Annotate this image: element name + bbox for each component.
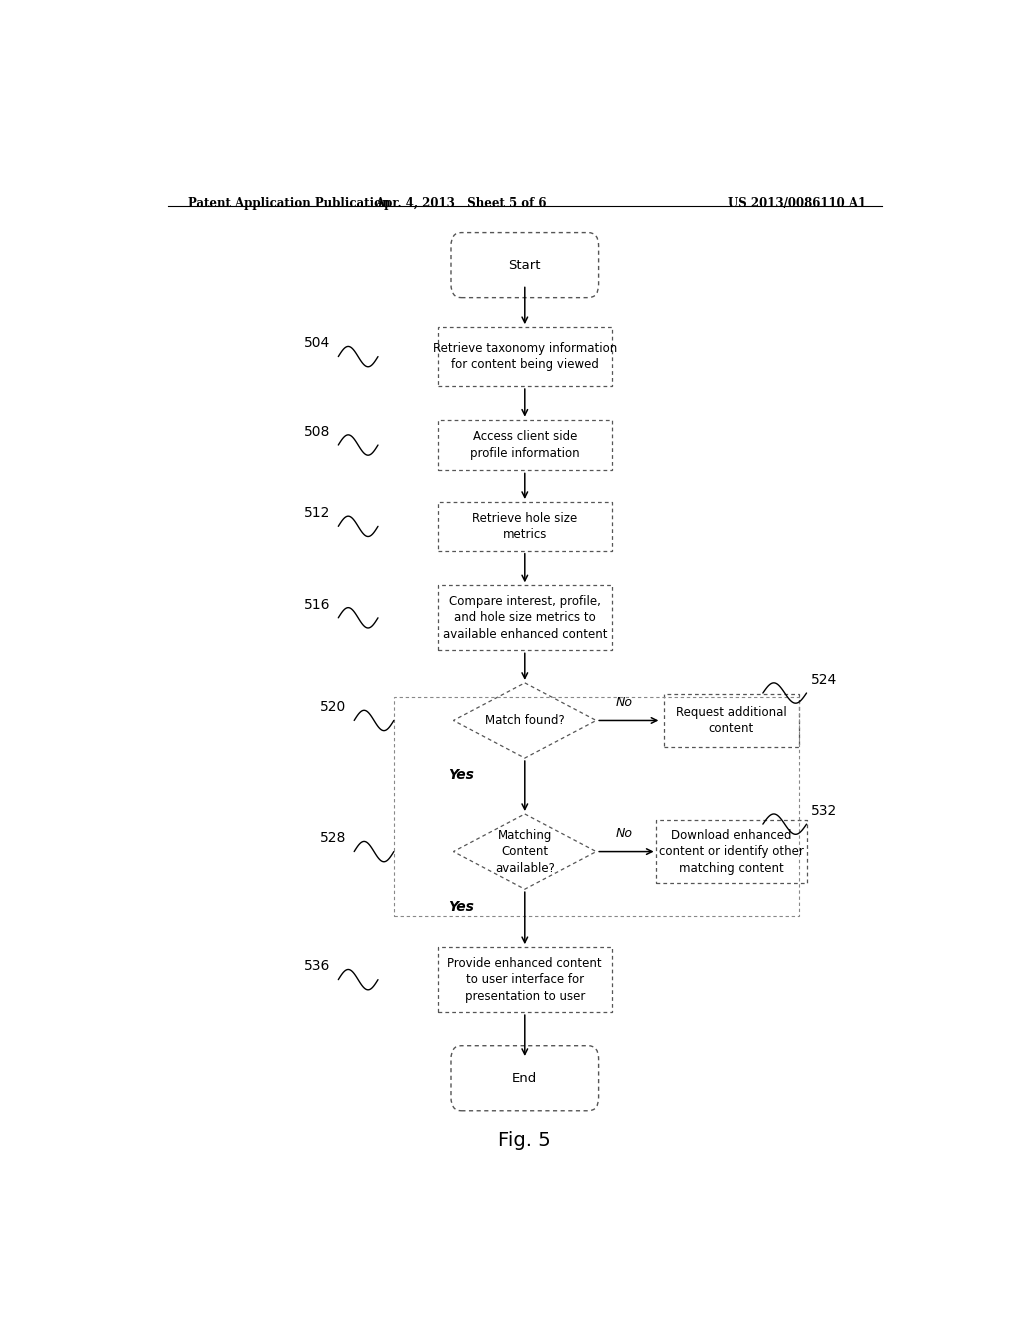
Text: Retrieve taxonomy information
for content being viewed: Retrieve taxonomy information for conten… xyxy=(433,342,616,371)
Text: Compare interest, profile,
and hole size metrics to
available enhanced content: Compare interest, profile, and hole size… xyxy=(442,595,607,640)
Text: 512: 512 xyxy=(304,506,331,520)
Text: Yes: Yes xyxy=(449,768,474,783)
FancyBboxPatch shape xyxy=(655,820,807,883)
Text: No: No xyxy=(615,828,633,841)
FancyBboxPatch shape xyxy=(437,502,612,550)
Text: 528: 528 xyxy=(319,832,346,845)
Text: Download enhanced
content or identify other
matching content: Download enhanced content or identify ot… xyxy=(658,829,804,875)
Text: Start: Start xyxy=(509,259,541,272)
FancyBboxPatch shape xyxy=(451,1045,599,1110)
Text: Apr. 4, 2013   Sheet 5 of 6: Apr. 4, 2013 Sheet 5 of 6 xyxy=(376,197,547,210)
Text: 532: 532 xyxy=(811,804,837,818)
FancyBboxPatch shape xyxy=(437,585,612,651)
Text: 536: 536 xyxy=(304,960,331,973)
Text: 520: 520 xyxy=(319,700,346,714)
Text: Yes: Yes xyxy=(449,900,474,915)
Text: 524: 524 xyxy=(811,673,837,686)
Text: Retrieve hole size
metrics: Retrieve hole size metrics xyxy=(472,512,578,541)
Text: Access client side
profile information: Access client side profile information xyxy=(470,430,580,459)
FancyBboxPatch shape xyxy=(437,327,612,385)
Text: 516: 516 xyxy=(304,598,331,611)
Text: 504: 504 xyxy=(304,337,331,350)
FancyBboxPatch shape xyxy=(437,948,612,1012)
Text: Fig. 5: Fig. 5 xyxy=(499,1131,551,1150)
Polygon shape xyxy=(454,814,596,890)
Text: Request additional
content: Request additional content xyxy=(676,706,786,735)
FancyBboxPatch shape xyxy=(437,420,612,470)
Bar xyxy=(394,697,799,916)
FancyBboxPatch shape xyxy=(664,694,799,747)
Text: Provide enhanced content
to user interface for
presentation to user: Provide enhanced content to user interfa… xyxy=(447,957,602,1003)
Text: 508: 508 xyxy=(304,425,331,438)
Text: US 2013/0086110 A1: US 2013/0086110 A1 xyxy=(728,197,866,210)
Text: No: No xyxy=(615,696,633,709)
Text: Patent Application Publication: Patent Application Publication xyxy=(187,197,390,210)
Text: Matching
Content
available?: Matching Content available? xyxy=(495,829,555,875)
Polygon shape xyxy=(454,682,596,758)
FancyBboxPatch shape xyxy=(451,232,599,297)
Text: End: End xyxy=(512,1072,538,1085)
Text: Match found?: Match found? xyxy=(485,714,564,727)
